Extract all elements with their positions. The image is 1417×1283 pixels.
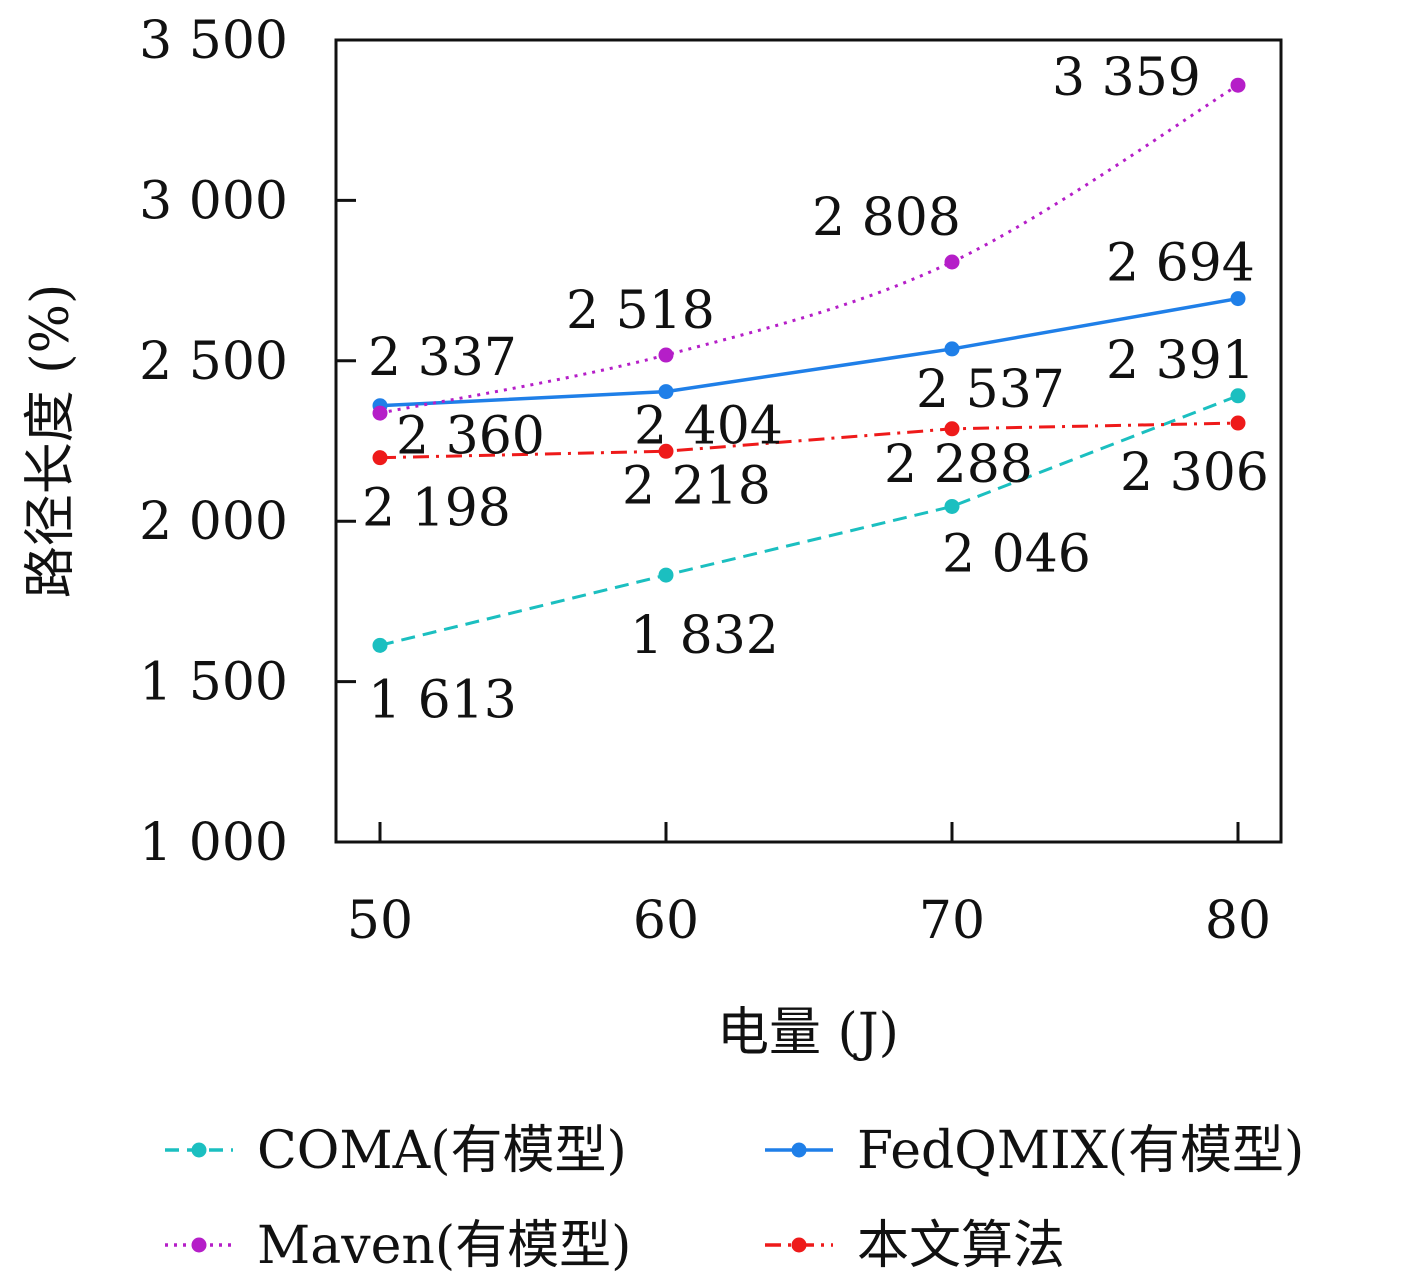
data-label: 2 518 <box>566 281 715 341</box>
data-point <box>372 405 388 421</box>
series-line <box>379 421 1239 460</box>
series-line <box>379 394 1239 647</box>
data-label: 2 360 <box>396 407 545 467</box>
data-point <box>372 450 388 466</box>
legend-item: COMA(有模型) <box>165 1121 627 1181</box>
data-label: 1 832 <box>630 606 779 666</box>
y-axis: 1 000 1 500 2 000 2 500 3 000 3 500 <box>139 11 356 873</box>
data-label: 2 808 <box>812 188 961 248</box>
series-group <box>372 77 1246 653</box>
data-label: 2 391 <box>1106 331 1255 391</box>
data-labels: 1 613 1 832 2 046 2 391 2 360 2 404 2 537 2 694… <box>362 48 1269 730</box>
data-point <box>944 421 960 437</box>
data-label: 2 288 <box>884 435 1033 495</box>
plot-frame <box>334 38 1283 844</box>
legend-item: FedQMIX(有模型) <box>765 1121 1304 1181</box>
data-point <box>658 567 674 583</box>
legend-label: COMA(有模型) <box>257 1121 627 1181</box>
data-label: 1 613 <box>368 670 517 730</box>
y-axis-title: 路径长度 (%) <box>21 284 81 599</box>
data-label: 2 694 <box>1106 234 1255 294</box>
series-line <box>379 296 1239 408</box>
data-label: 2 337 <box>368 328 517 388</box>
y-tick-label: 1 500 <box>139 653 288 713</box>
x-tick-label: 50 <box>347 891 413 951</box>
data-point <box>658 384 674 400</box>
data-label: 2 198 <box>362 479 511 539</box>
data-label: 2 404 <box>634 397 783 457</box>
data-point <box>1230 415 1246 431</box>
data-point <box>1230 388 1246 404</box>
x-tick-label: 60 <box>633 891 699 951</box>
data-point <box>944 498 960 514</box>
legend-swatch-marker <box>191 1237 207 1253</box>
legend-swatch-marker <box>791 1142 807 1158</box>
x-axis-title: 电量 (J) <box>717 1003 899 1063</box>
y-tick-label: 1 000 <box>139 813 288 873</box>
data-point <box>658 347 674 363</box>
legend-swatch-marker <box>791 1237 807 1253</box>
data-label: 2 537 <box>916 360 1065 420</box>
plot-area <box>334 38 1283 844</box>
x-tick-label: 70 <box>919 891 985 951</box>
data-point <box>944 254 960 270</box>
data-point <box>658 443 674 459</box>
x-tick-label: 80 <box>1205 891 1271 951</box>
legend-item: 本文算法 <box>765 1216 1065 1276</box>
legend: COMA(有模型) FedQMIX(有模型) Maven(有模型) 本文算法 <box>165 1121 1304 1276</box>
legend-item: Maven(有模型) <box>165 1216 631 1276</box>
y-tick-label: 3 500 <box>139 11 288 71</box>
legend-swatch-marker <box>191 1142 207 1158</box>
legend-label: Maven(有模型) <box>257 1216 631 1276</box>
data-point <box>1230 77 1246 93</box>
data-label: 2 306 <box>1120 443 1269 503</box>
legend-label: 本文算法 <box>857 1216 1065 1276</box>
data-label: 2 218 <box>622 456 771 516</box>
data-point <box>372 637 388 653</box>
data-label: 2 046 <box>942 524 1091 584</box>
y-tick-label: 3 000 <box>139 171 288 231</box>
x-axis: 50 60 70 80 <box>347 822 1271 951</box>
legend-label: FedQMIX(有模型) <box>857 1121 1304 1181</box>
data-point <box>1230 291 1246 307</box>
data-point <box>944 341 960 357</box>
data-label: 3 359 <box>1052 48 1201 108</box>
y-tick-label: 2 000 <box>139 492 288 552</box>
y-tick-label: 2 500 <box>139 332 288 392</box>
